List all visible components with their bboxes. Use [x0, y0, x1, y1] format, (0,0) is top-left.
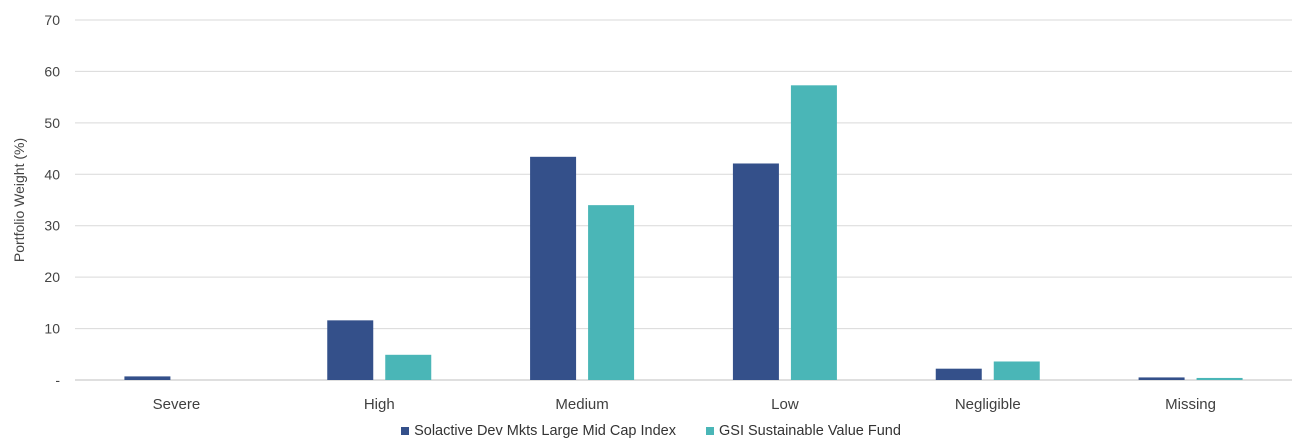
- y-tick-label: 20: [44, 269, 60, 285]
- legend-swatch-fund: [706, 427, 714, 435]
- x-tick-label: High: [364, 396, 395, 413]
- gridlines: [75, 19, 1292, 381]
- y-axis-ticks: - 10 20 30 40 50 60 70: [44, 12, 60, 388]
- legend-item-fund: GSI Sustainable Value Fund: [706, 423, 901, 439]
- bar-high-series-2: [385, 354, 432, 380]
- bar-low-series-1: [732, 163, 779, 380]
- y-tick-label: 60: [44, 63, 60, 79]
- legend-label-index: Solactive Dev Mkts Large Mid Cap Index: [414, 423, 676, 439]
- x-axis-ticks: Severe High Medium Low Negligible Missing: [153, 396, 1216, 413]
- y-tick-label: 30: [44, 218, 60, 234]
- y-tick-label: 40: [44, 166, 60, 182]
- y-tick-label: 70: [44, 12, 60, 28]
- bar-medium-series-2: [588, 205, 635, 380]
- bar-negligible-series-2: [993, 361, 1040, 380]
- y-tick-label: -: [55, 372, 60, 388]
- bar-medium-series-1: [530, 156, 577, 380]
- x-tick-label: Medium: [555, 396, 608, 413]
- x-tick-label: Severe: [153, 396, 201, 413]
- legend-swatch-index: [401, 427, 410, 435]
- x-tick-label: Negligible: [955, 396, 1021, 413]
- bar-severe-series-1: [124, 376, 171, 380]
- bars: [124, 85, 1243, 381]
- y-axis-label: Portfolio Weight (%): [11, 138, 27, 262]
- bar-chart: Portfolio Weight (%) - 10 20 30 40 50 60 70 Sev…: [11, 12, 1292, 413]
- bar-missing-series-1: [1138, 377, 1185, 380]
- x-tick-label: Missing: [1165, 396, 1216, 413]
- bar-high-series-1: [327, 320, 374, 380]
- bar-low-series-2: [790, 85, 837, 381]
- bar-missing-series-2: [1196, 377, 1243, 380]
- legend-item-index: Solactive Dev Mkts Large Mid Cap Index: [401, 423, 676, 439]
- legend-label-fund: GSI Sustainable Value Fund: [719, 423, 901, 439]
- y-tick-label: 50: [44, 115, 60, 131]
- x-tick-label: Low: [771, 396, 799, 413]
- bar-negligible-series-1: [935, 368, 982, 380]
- y-tick-label: 10: [44, 321, 60, 337]
- legend: Solactive Dev Mkts Large Mid Cap Index G…: [0, 423, 1302, 439]
